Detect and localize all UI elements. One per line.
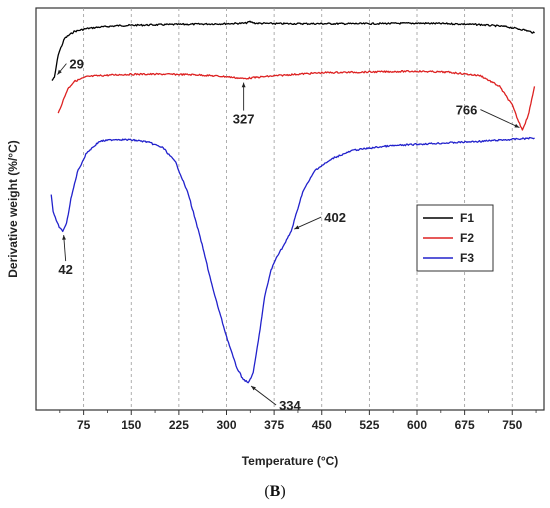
x-tick-label: 225 [169,418,189,432]
x-tick-label: 75 [77,418,91,432]
annotation-label: 42 [58,262,72,277]
annotation-label: 29 [69,57,83,72]
plot-frame [35,7,545,411]
x-axis-title: Temperature (°C) [242,454,339,468]
x-tick-label: 450 [312,418,332,432]
annotation-arrowhead [251,386,256,391]
series-line-f2 [57,69,536,131]
series-line-f1 [51,20,535,81]
x-tick-label: 675 [455,418,475,432]
annotation-arrowhead [514,123,520,128]
annotation-arrow [294,216,322,230]
x-tick-label: 750 [502,418,522,432]
x-tick-label: 375 [264,418,284,432]
annotation-label: 334 [279,398,301,413]
legend: F1 F2 F3 [416,204,494,272]
panel-label: (B) [264,483,286,500]
x-tick-label: 525 [359,418,379,432]
x-tick-label: 600 [407,418,427,432]
y-axis-title: Derivative weight (%/°C) [6,140,20,278]
legend-label-f1: F1 [460,211,474,225]
annotation-label: 766 [456,103,478,118]
peak-annotations: 29 327 766 42 334 402 [57,57,520,413]
annotation-label: 327 [233,112,255,127]
annotation-arrow [250,385,277,406]
annotation-label: 402 [324,210,346,225]
annotation-arrowhead [62,235,66,240]
legend-label-f2: F2 [460,231,474,245]
series-lines [50,20,536,384]
annotation-arrowhead [241,82,246,88]
x-axis-ticks: 75 150 225 300 375 450 525 600 675 750 [59,410,537,432]
x-tick-label: 300 [216,418,236,432]
annotation-arrowhead [294,225,300,230]
x-tick-label: 150 [121,418,141,432]
annotation-arrow [480,109,520,128]
legend-label-f3: F3 [460,251,474,265]
annotation-arrowhead [57,69,62,75]
series-line-f3 [50,136,535,384]
